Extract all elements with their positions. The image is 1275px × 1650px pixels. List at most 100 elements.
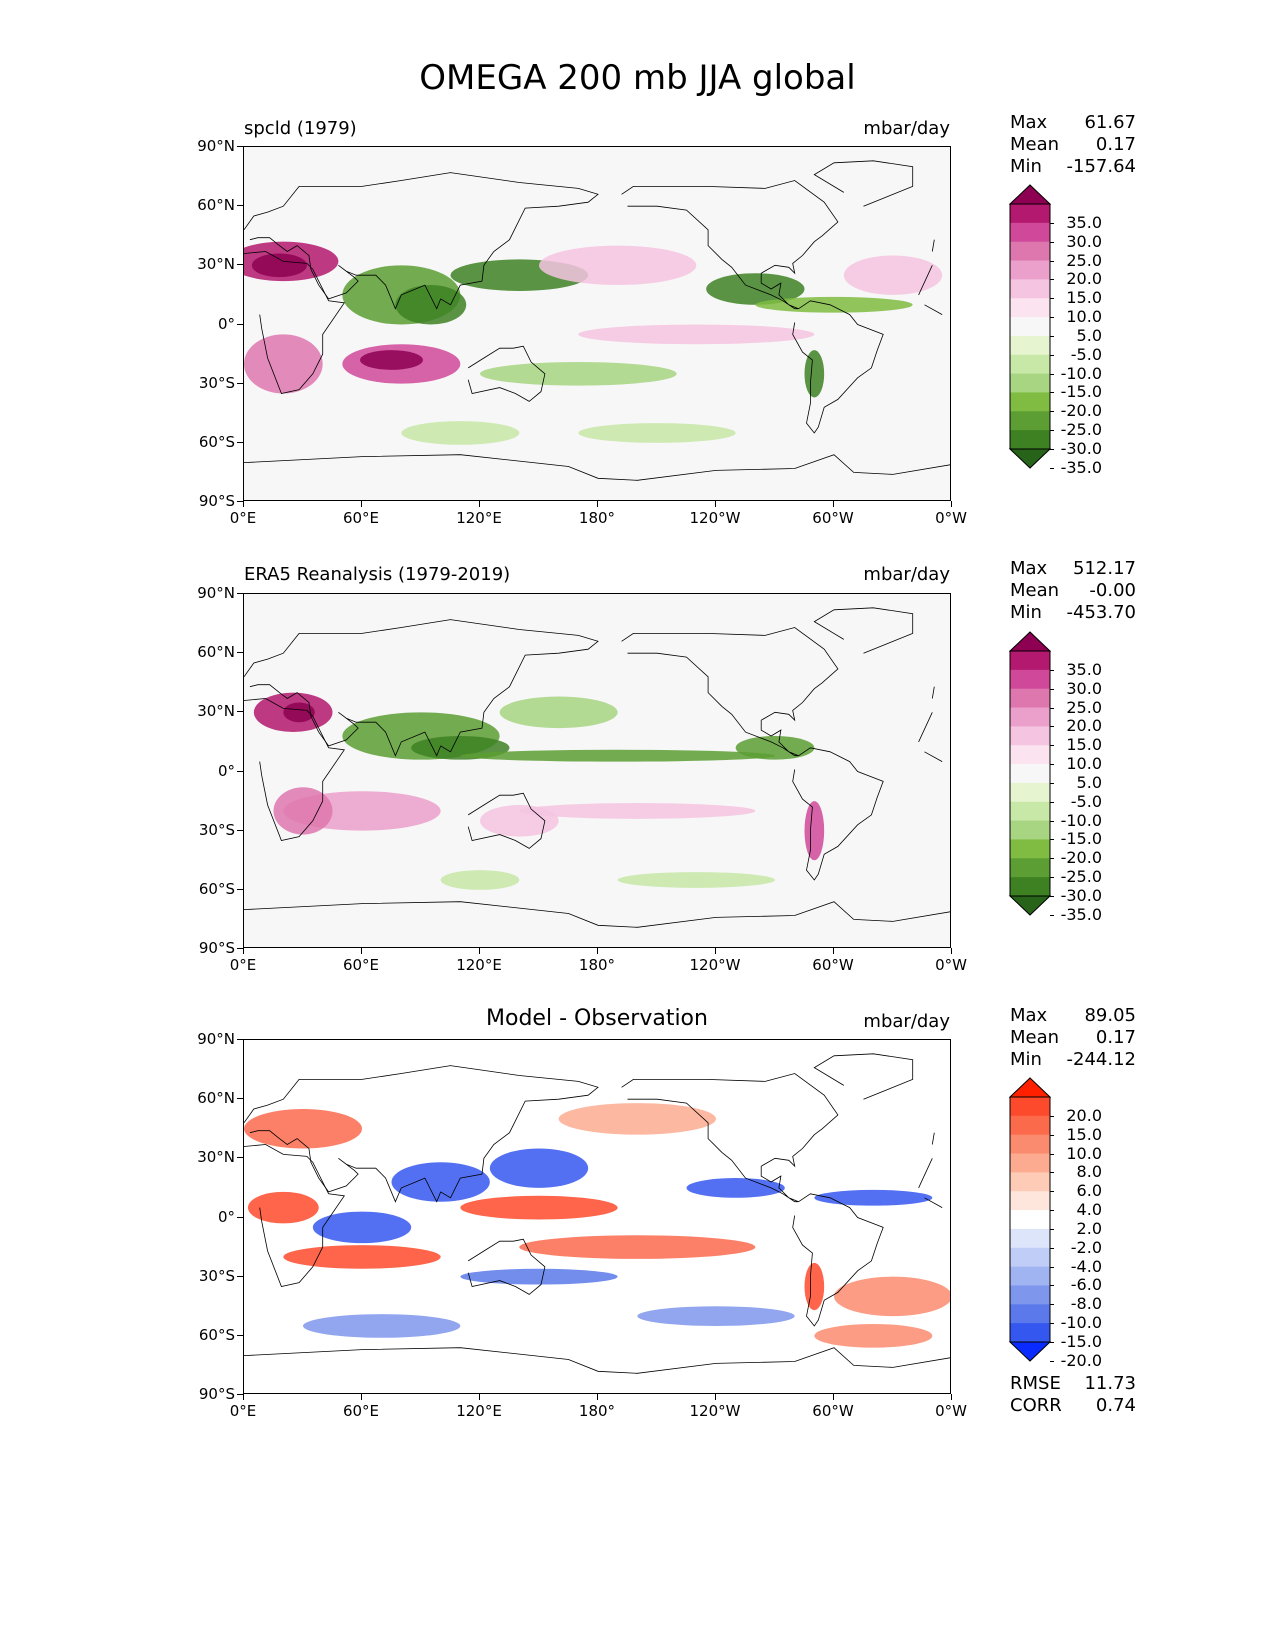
colorbar-tick-label: -5.0 bbox=[1070, 791, 1102, 811]
x-tick-label: 60°W bbox=[812, 956, 854, 974]
colorbar-tick-label: 20.0 bbox=[1066, 1105, 1102, 1125]
panel3-stats: Max 89.05 Mean 0.17 Min -244.12 bbox=[1010, 1005, 1136, 1071]
x-tick bbox=[951, 501, 952, 507]
map-canvas bbox=[244, 1040, 950, 1393]
x-tick-label: 60°E bbox=[342, 956, 380, 974]
stat-label: Mean bbox=[1010, 134, 1060, 155]
colorbar-tick-label: -20.0 bbox=[1060, 401, 1102, 421]
colorbar-segment bbox=[1010, 411, 1050, 431]
colorbar-tick-label: 20.0 bbox=[1066, 716, 1102, 736]
colorbar-tick-label: -2.0 bbox=[1070, 1237, 1102, 1257]
y-tick bbox=[237, 770, 243, 772]
colorbar-segment bbox=[1010, 1134, 1050, 1155]
map-canvas bbox=[244, 147, 950, 500]
colorbar-frame bbox=[1009, 1096, 1051, 1343]
colorbar-tick bbox=[1050, 373, 1054, 375]
x-tick bbox=[597, 1394, 598, 1400]
x-tick bbox=[597, 501, 598, 507]
colorbar-tick bbox=[1050, 764, 1054, 766]
y-tick-label: 30°N bbox=[197, 1148, 235, 1167]
coastline bbox=[467, 792, 546, 849]
field-contour bbox=[360, 350, 423, 370]
colorbar-tick bbox=[1050, 839, 1054, 841]
colorbar-tick-label: -20.0 bbox=[1060, 1350, 1102, 1370]
field-contour bbox=[489, 1148, 589, 1188]
colorbar-tick bbox=[1050, 745, 1054, 747]
colorbar-tick-label: -30.0 bbox=[1060, 886, 1102, 905]
y-tick bbox=[237, 382, 243, 384]
stat-mean: 0.17 bbox=[1095, 1027, 1136, 1048]
colorbar-tick bbox=[1050, 1247, 1054, 1249]
y-tick-label: 60°N bbox=[197, 643, 235, 662]
colorbar-tick bbox=[1050, 877, 1054, 879]
stat-mean: 0.17 bbox=[1095, 134, 1136, 155]
y-tick-label: 90°N bbox=[197, 584, 235, 602]
colorbar-tick-label: -8.0 bbox=[1070, 1294, 1102, 1314]
colorbar-tick bbox=[1050, 1153, 1054, 1155]
colorbar-segment bbox=[1010, 745, 1050, 765]
colorbar-tick-label: 6.0 bbox=[1076, 1181, 1102, 1201]
colorbar-segment bbox=[1010, 354, 1050, 375]
colorbar-tick-label: 5.0 bbox=[1076, 325, 1102, 345]
x-tick-label: 0°E bbox=[229, 509, 257, 527]
colorbar-segment bbox=[1010, 651, 1050, 671]
y-tick bbox=[237, 1394, 243, 1395]
coastline bbox=[621, 180, 839, 310]
colorbar-tick bbox=[1050, 467, 1054, 469]
field-contour bbox=[391, 1162, 490, 1202]
colorbar-tick-label: 8.0 bbox=[1076, 1162, 1102, 1182]
colorbar-tick bbox=[1050, 1360, 1054, 1362]
colorbar-tick bbox=[1050, 222, 1054, 224]
colorbar-tick-label: -15.0 bbox=[1060, 1332, 1102, 1351]
colorbar-tick bbox=[1050, 317, 1054, 319]
panel1-title: spcld (1979) bbox=[244, 118, 357, 139]
x-tick bbox=[951, 1394, 952, 1400]
y-tick-label: 30°N bbox=[197, 702, 235, 721]
colorbar-tick-label: -35.0 bbox=[1060, 457, 1102, 477]
stat-label: Min bbox=[1010, 602, 1042, 623]
colorbar-segment bbox=[1010, 707, 1050, 727]
colorbar-tick bbox=[1050, 1172, 1054, 1174]
map-canvas bbox=[244, 594, 950, 947]
colorbar-tick bbox=[1050, 896, 1054, 897]
field-contour bbox=[303, 1314, 461, 1338]
colorbar-segment bbox=[1010, 430, 1050, 450]
colorbar-segment bbox=[1010, 839, 1050, 859]
x-tick bbox=[715, 1394, 716, 1400]
y-tick-label: 60°N bbox=[197, 1089, 235, 1108]
coastline bbox=[244, 454, 950, 481]
y-tick bbox=[237, 593, 243, 594]
colorbar-frame bbox=[1009, 650, 1051, 897]
y-tick-label: 0° bbox=[217, 314, 235, 333]
stat-mean: -0.00 bbox=[1089, 580, 1136, 601]
colorbar-tick-label: -4.0 bbox=[1070, 1256, 1102, 1276]
y-tick bbox=[237, 1098, 243, 1100]
stat-max: 512.17 bbox=[1073, 558, 1136, 579]
colorbar-tick bbox=[1050, 707, 1054, 709]
x-tick-label: 0°W bbox=[935, 956, 967, 974]
y-tick-label: 90°S bbox=[198, 492, 235, 510]
corr-value: 0.74 bbox=[1095, 1395, 1136, 1416]
rmse-label: RMSE bbox=[1010, 1373, 1061, 1394]
y-tick bbox=[237, 948, 243, 949]
colorbar-segment bbox=[1010, 1304, 1050, 1324]
panel3-metrics: RMSE 11.73 CORR 0.74 bbox=[1010, 1373, 1136, 1417]
x-tick bbox=[833, 1394, 834, 1400]
colorbar-tick bbox=[1050, 914, 1054, 916]
field-contour bbox=[814, 1189, 933, 1206]
colorbar-tick bbox=[1050, 1266, 1054, 1268]
colorbar-tick-label: 4.0 bbox=[1076, 1200, 1102, 1220]
colorbar-segment bbox=[1010, 298, 1050, 318]
field-contour bbox=[686, 1178, 785, 1198]
field-contour bbox=[578, 423, 736, 443]
colorbar-tick bbox=[1050, 858, 1054, 860]
colorbar-tick bbox=[1050, 820, 1054, 822]
colorbar-segment bbox=[1010, 1247, 1050, 1268]
y-tick bbox=[237, 264, 243, 266]
y-tick bbox=[237, 205, 243, 207]
colorbar-segment bbox=[1010, 1115, 1050, 1136]
panel2-units: mbar/day bbox=[863, 564, 950, 585]
panel3-title: Model - Observation bbox=[486, 1006, 708, 1031]
colorbar-tick bbox=[1050, 279, 1054, 281]
corr-label: CORR bbox=[1010, 1395, 1062, 1416]
